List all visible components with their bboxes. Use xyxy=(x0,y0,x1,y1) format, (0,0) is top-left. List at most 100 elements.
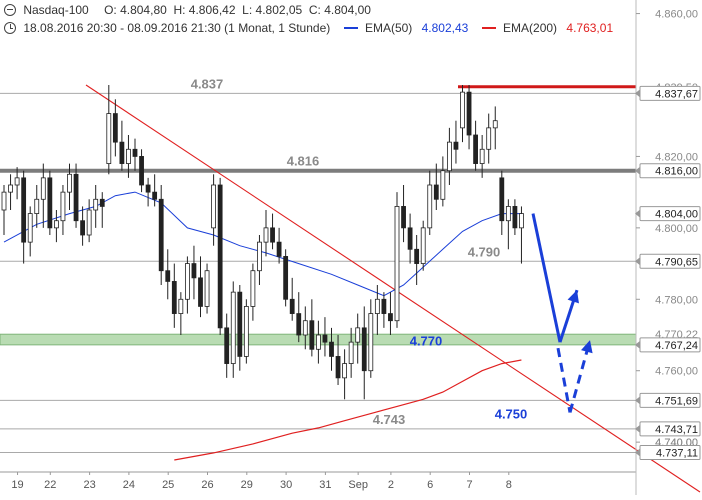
x-tick-label: 25 xyxy=(162,479,174,491)
price-box-pointer xyxy=(635,89,640,98)
header-row-2: 18.08.2016 20:30 - 08.09.2016 21:30 (1 M… xyxy=(0,19,702,35)
candle-body xyxy=(453,141,459,150)
level-label: 4.790 xyxy=(468,244,501,259)
candle-body xyxy=(348,341,354,364)
price-box-label: 4.804,00 xyxy=(655,209,698,221)
symbol-name: Nasdaq-100 xyxy=(23,2,89,17)
candle-body xyxy=(440,170,446,200)
candle-body xyxy=(80,220,85,236)
candle-body xyxy=(184,263,190,300)
price-box-pointer xyxy=(635,340,640,349)
candle-body xyxy=(479,148,485,164)
ema50-line xyxy=(3,191,522,297)
candle-body xyxy=(139,156,144,186)
candle-body xyxy=(126,148,131,164)
x-tick-label: 8 xyxy=(506,479,512,491)
candle-body xyxy=(27,213,33,243)
ema200-swatch xyxy=(481,26,496,29)
candle-body xyxy=(243,306,249,357)
forecast-dashed-down xyxy=(556,347,572,413)
ema50-label: EMA(50) xyxy=(364,20,413,35)
x-tick-label: 24 xyxy=(123,479,135,491)
price-box-label: 4.837,67 xyxy=(655,88,698,100)
candle-body xyxy=(1,191,7,211)
ema50-swatch xyxy=(343,26,358,29)
candle-body xyxy=(355,327,361,343)
price-box-label: 4.816,00 xyxy=(655,166,698,178)
price-box-pointer xyxy=(635,448,640,457)
candle-body xyxy=(204,270,210,307)
candle-body xyxy=(302,320,308,336)
x-tick-label: 29 xyxy=(241,479,253,491)
candle-body xyxy=(14,177,20,186)
forecast-arrows xyxy=(531,213,593,413)
ohlc-values: O: 4.804,80 H: 4.806,42 L: 4.802,05 C: 4… xyxy=(104,2,371,17)
candle-body xyxy=(519,213,524,229)
candle-body xyxy=(40,177,46,200)
candle-body xyxy=(329,341,334,357)
candle-body xyxy=(112,113,118,143)
candle-body xyxy=(132,148,138,157)
candle-body xyxy=(106,113,112,164)
candle-body xyxy=(512,206,518,229)
price-box-pointer xyxy=(635,166,640,175)
price-box-label: 4.743,71 xyxy=(655,424,698,436)
level-labels: 4.837 4.816 4.790 4.743 4.770 4.750 xyxy=(191,76,528,427)
candle-body xyxy=(224,327,230,364)
candle-body xyxy=(67,173,72,193)
x-tick-label: 30 xyxy=(280,479,292,491)
candle-body xyxy=(99,198,105,207)
price-box-label: 4.751,69 xyxy=(655,395,698,407)
candle-body xyxy=(309,320,315,350)
candle-body xyxy=(315,334,321,350)
candle-body xyxy=(492,120,498,129)
clock-icon xyxy=(4,21,16,34)
price-box-pointer xyxy=(635,424,640,433)
candle-body xyxy=(8,184,13,193)
candle-body xyxy=(394,206,400,322)
candle-body xyxy=(73,173,79,222)
annotation-label: 4.750 xyxy=(495,407,528,422)
y-tick-label: 4.820,00 xyxy=(655,151,698,163)
candle-body xyxy=(211,184,217,229)
price-box-pointer xyxy=(635,396,640,405)
ema200-label: EMA(200) xyxy=(503,20,558,35)
candle-body xyxy=(86,209,92,236)
candle-body xyxy=(414,248,420,264)
candle-body xyxy=(499,177,505,222)
level-label: 4.837 xyxy=(191,76,224,91)
candle-body xyxy=(460,91,465,129)
price-box-label: 4.737,11 xyxy=(656,447,698,459)
candle-body xyxy=(361,327,367,372)
collapse-icon[interactable] xyxy=(4,3,16,16)
header-row-1: Nasdaq-100 O: 4.804,80 H: 4.806,42 L: 4.… xyxy=(0,1,702,17)
candle-body xyxy=(217,184,223,329)
candlesticks xyxy=(1,85,524,400)
level-label: 4.743 xyxy=(373,412,406,427)
candle-body xyxy=(191,263,197,279)
candle-body xyxy=(237,291,243,357)
candle-body xyxy=(427,184,433,229)
x-tick-label: 22 xyxy=(44,479,56,491)
forecast-down-line xyxy=(531,213,562,343)
candle-body xyxy=(289,298,295,314)
ema200-value: 4.763,01 xyxy=(566,20,614,35)
candle-body xyxy=(505,206,511,222)
x-tick-label: 26 xyxy=(201,479,213,491)
ema50-value: 4.802,43 xyxy=(421,20,469,35)
x-tick-label: Sep xyxy=(348,479,368,491)
candle-body xyxy=(230,291,236,364)
y-tick-label: 4.760,00 xyxy=(655,366,698,378)
forecast-dashed-up-arrow xyxy=(568,339,592,413)
x-tick-label: 2 xyxy=(388,479,394,491)
candle-body xyxy=(119,141,125,164)
price-box-pointer xyxy=(635,257,640,266)
downtrend-line xyxy=(85,84,701,493)
candle-body xyxy=(368,313,374,372)
horizontal-levels xyxy=(0,85,636,453)
trendline xyxy=(85,84,701,493)
annotation-label: 4.770 xyxy=(410,333,443,348)
candle-body xyxy=(21,177,27,243)
